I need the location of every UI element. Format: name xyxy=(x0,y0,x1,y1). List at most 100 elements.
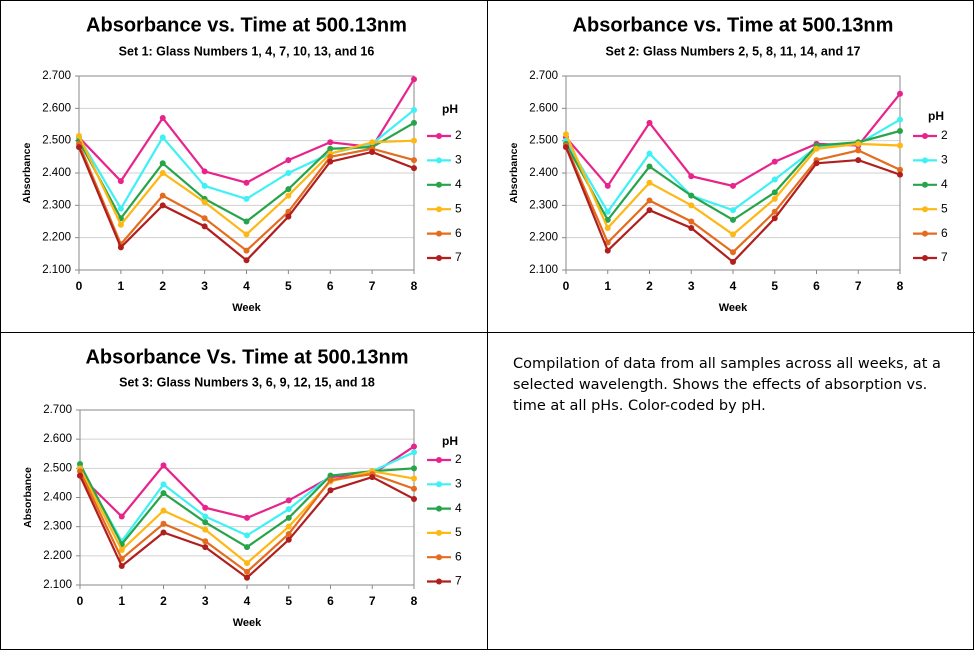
data-point xyxy=(244,532,250,539)
y-tick-label: 2.400 xyxy=(42,167,71,179)
y-tick-label: 2.100 xyxy=(43,579,72,591)
x-tick-label: 4 xyxy=(244,594,251,608)
data-point xyxy=(411,76,417,83)
data-point xyxy=(646,150,653,157)
data-point xyxy=(411,495,417,502)
data-point xyxy=(117,205,124,212)
x-tick-label: 1 xyxy=(118,279,125,293)
y-tick-label: 2.400 xyxy=(43,492,72,504)
data-point xyxy=(604,216,611,223)
x-tick-label: 3 xyxy=(202,594,209,608)
x-tick-label: 2 xyxy=(646,279,653,293)
legend-label: 2 xyxy=(455,128,462,142)
legend-marker xyxy=(436,230,442,237)
data-point xyxy=(118,513,125,520)
data-point xyxy=(563,131,569,138)
data-point xyxy=(563,144,569,151)
data-point xyxy=(160,507,167,514)
legend-title: pH xyxy=(442,102,458,116)
data-point xyxy=(118,563,125,570)
series-line xyxy=(78,78,415,184)
data-point xyxy=(411,106,417,113)
data-point xyxy=(285,514,292,521)
legend-marker xyxy=(922,133,928,139)
data-point xyxy=(202,504,209,511)
legend-label: 6 xyxy=(941,226,948,240)
series-line xyxy=(564,146,901,264)
data-point xyxy=(244,560,250,567)
data-point xyxy=(244,568,250,575)
legend-label: 2 xyxy=(455,452,462,466)
legend-marker xyxy=(436,505,442,512)
chart-title: Absorbance Vs. Time at 500.13nm xyxy=(85,346,408,368)
y-tick-label: 2.700 xyxy=(42,70,71,82)
legend-marker xyxy=(922,255,928,261)
legend-label: 7 xyxy=(941,250,948,264)
series-line xyxy=(77,146,415,262)
data-point xyxy=(77,472,83,479)
data-point xyxy=(771,158,778,165)
data-point xyxy=(646,197,653,204)
data-point xyxy=(159,115,166,122)
data-point xyxy=(327,158,334,165)
data-point xyxy=(897,90,903,97)
data-point xyxy=(327,153,334,160)
data-point xyxy=(688,224,695,231)
data-point xyxy=(646,119,653,126)
y-tick-label: 2.100 xyxy=(529,264,558,276)
legend-marker xyxy=(436,157,442,164)
data-point xyxy=(327,477,334,483)
y-axis-label: Absorbance xyxy=(22,467,34,528)
data-point xyxy=(813,145,820,152)
series-line xyxy=(565,93,901,188)
x-tick-label: 0 xyxy=(77,594,84,608)
data-point xyxy=(411,137,417,144)
data-point xyxy=(327,487,334,494)
data-point xyxy=(730,207,736,214)
data-point xyxy=(160,529,167,536)
data-point xyxy=(202,513,209,520)
data-point xyxy=(285,170,292,176)
data-point xyxy=(160,462,167,469)
data-point xyxy=(243,257,250,264)
data-point xyxy=(646,207,653,214)
chart-subtitle: Set 1: Glass Numbers 1, 4, 7, 10, 13, an… xyxy=(119,44,375,58)
legend-label: 7 xyxy=(455,250,462,264)
data-point xyxy=(159,160,166,167)
data-point xyxy=(201,168,208,175)
legend-title: pH xyxy=(928,109,944,123)
series-line xyxy=(78,109,415,211)
data-point xyxy=(369,474,376,481)
data-point xyxy=(411,475,417,482)
data-point xyxy=(117,221,124,228)
series-line xyxy=(79,445,415,520)
data-point xyxy=(369,148,376,155)
data-point xyxy=(117,178,124,185)
data-point xyxy=(285,192,292,199)
data-point xyxy=(285,213,292,220)
series-line xyxy=(78,121,415,223)
data-point xyxy=(411,157,417,164)
y-tick-label: 2.500 xyxy=(43,462,72,474)
data-point xyxy=(730,231,736,238)
legend-label: 5 xyxy=(455,525,462,539)
x-tick-label: 8 xyxy=(897,279,904,293)
legend-marker xyxy=(436,206,442,213)
legend-marker xyxy=(922,230,928,237)
data-point xyxy=(159,192,166,199)
x-tick-label: 4 xyxy=(243,279,250,293)
data-point xyxy=(897,142,903,149)
caption: Compilation of data from all samples acr… xyxy=(513,356,941,414)
x-tick-label: 0 xyxy=(76,279,83,293)
data-point xyxy=(771,195,778,202)
data-point xyxy=(201,223,208,230)
data-point xyxy=(76,144,82,151)
data-point xyxy=(730,249,736,256)
y-tick-label: 2.300 xyxy=(529,199,558,211)
data-point xyxy=(159,202,166,209)
legend-marker xyxy=(436,457,442,463)
legend-label: 6 xyxy=(455,549,462,563)
legend-label: 6 xyxy=(455,226,462,240)
legend-label: 3 xyxy=(941,153,948,167)
data-point xyxy=(771,176,778,183)
